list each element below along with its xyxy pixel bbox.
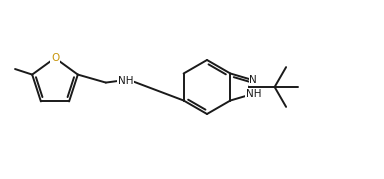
Text: NH: NH	[246, 89, 261, 99]
Text: N: N	[250, 75, 257, 85]
Text: NH: NH	[118, 76, 134, 86]
Text: O: O	[51, 53, 59, 63]
